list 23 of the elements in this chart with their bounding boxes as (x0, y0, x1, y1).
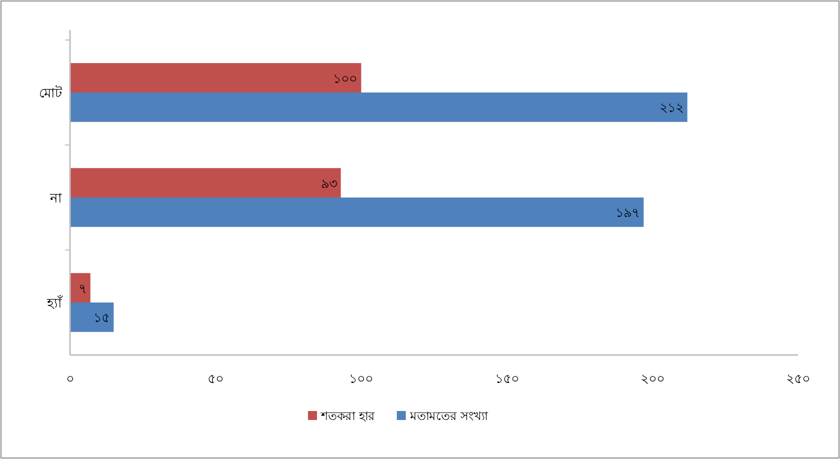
data-label: ১৯৭ (616, 206, 640, 222)
legend-label: শতকরা হার (320, 409, 375, 423)
data-label: ২১২ (659, 101, 684, 116)
y-tick-label: হ্যাঁ (46, 296, 63, 312)
bar (70, 92, 688, 122)
x-tick-label: ১৫০ (494, 372, 519, 387)
x-tick-label: ২০০ (640, 372, 664, 387)
x-tick-label: ২৫০ (786, 372, 810, 387)
y-tick-label: মোট (39, 86, 63, 102)
data-label: ৯৩ (320, 176, 337, 192)
x-tick-label: ১০০ (349, 372, 374, 387)
bar (70, 168, 341, 198)
data-label: ১০০ (333, 72, 358, 87)
bar (70, 198, 644, 227)
y-tick-label: না (49, 192, 62, 206)
data-label: ৭ (78, 282, 86, 297)
data-label: ১৫ (94, 311, 110, 326)
bar (70, 63, 362, 92)
legend-label: মতামতের সংখ্যা (408, 409, 489, 423)
x-tick-label: ৫০ (208, 372, 224, 387)
bar (70, 273, 90, 302)
bar (70, 302, 114, 332)
x-tick-label: ০ (66, 372, 74, 387)
